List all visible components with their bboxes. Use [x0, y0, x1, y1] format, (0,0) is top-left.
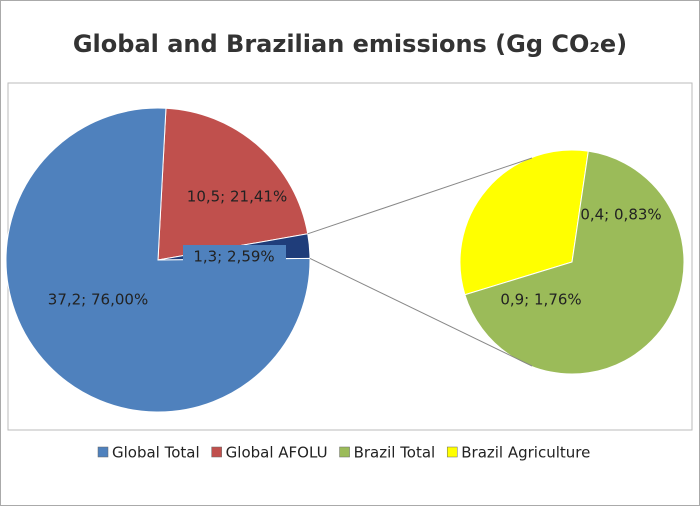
- label-box: [183, 245, 286, 269]
- data-label: 1,3; 2,59%: [193, 248, 274, 266]
- chart-title: Global and Brazilian emissions (Gg CO₂e): [73, 30, 627, 58]
- legend-label: Brazil Agriculture: [461, 444, 590, 462]
- legend-marker: [339, 446, 350, 458]
- legend-marker: [446, 446, 458, 458]
- legend-label: Brazil Total: [354, 444, 436, 462]
- legend-marker: [97, 446, 109, 458]
- pie-slice: [459, 149, 589, 296]
- connector-line: [309, 257, 533, 367]
- data-label: 0,9; 1,76%: [500, 291, 581, 309]
- legend-label: Global AFOLU: [226, 444, 328, 462]
- pie-slice: [464, 150, 685, 375]
- data-label: 37,2; 76,00%: [48, 291, 148, 309]
- legend-marker: [211, 446, 222, 458]
- connector-line: [307, 157, 533, 235]
- legend-label: Global Total: [112, 444, 200, 462]
- data-label: 10,5; 21,41%: [187, 188, 287, 206]
- pie-slice: [5, 107, 311, 413]
- pie-slice: [157, 107, 309, 261]
- data-label: 0,4; 0,83%: [580, 206, 661, 224]
